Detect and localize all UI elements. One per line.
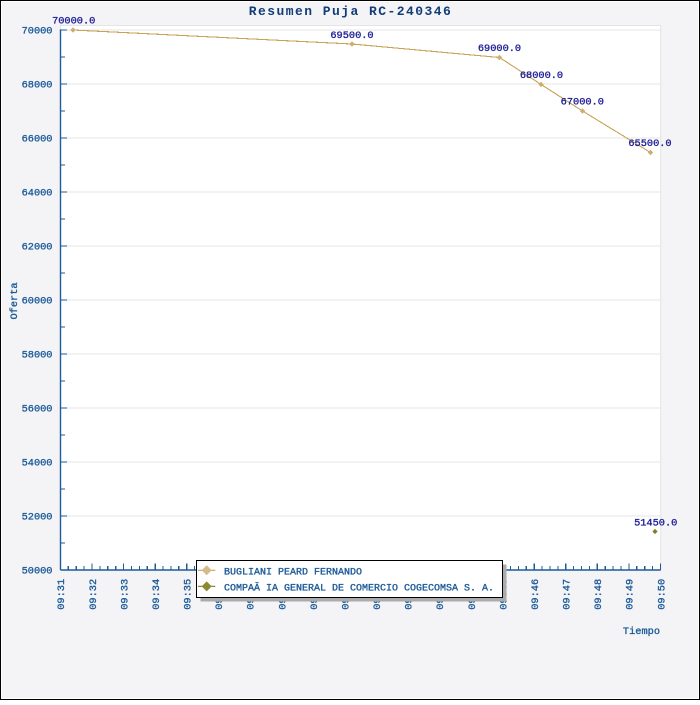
svg-text:68000: 68000 xyxy=(22,80,53,92)
svg-text:69000.0: 69000.0 xyxy=(478,43,521,55)
svg-text:50000: 50000 xyxy=(22,566,53,578)
svg-text:09:32: 09:32 xyxy=(88,579,100,610)
svg-text:09:31: 09:31 xyxy=(56,579,68,610)
svg-text:62000: 62000 xyxy=(22,242,53,254)
svg-text:66000: 66000 xyxy=(22,134,53,146)
svg-text:58000: 58000 xyxy=(22,350,53,362)
svg-text:09:35: 09:35 xyxy=(183,579,195,610)
svg-text:09:34: 09:34 xyxy=(151,579,163,610)
svg-text:64000: 64000 xyxy=(22,188,53,200)
svg-text:Oferta: Oferta xyxy=(9,282,21,319)
svg-text:09:33: 09:33 xyxy=(119,579,131,610)
svg-text:Tiempo: Tiempo xyxy=(623,626,660,638)
svg-text:09:49: 09:49 xyxy=(625,579,637,610)
svg-text:54000: 54000 xyxy=(22,458,53,470)
svg-text:68000.0: 68000.0 xyxy=(520,70,563,82)
svg-text:56000: 56000 xyxy=(22,404,53,416)
svg-text:70000: 70000 xyxy=(22,26,53,38)
svg-text:COMPAĂ IA GENERAL DE COMERCIO: COMPAĂ IA GENERAL DE COMERCIO COGECOMSA … xyxy=(224,580,494,594)
svg-text:09:50: 09:50 xyxy=(656,579,668,610)
svg-text:Resumen Puja RC-240346: Resumen Puja RC-240346 xyxy=(249,4,453,19)
svg-text:65500.0: 65500.0 xyxy=(628,138,671,150)
svg-text:60000: 60000 xyxy=(22,296,53,308)
svg-text:51450.0: 51450.0 xyxy=(634,518,677,530)
svg-text:09:47: 09:47 xyxy=(562,579,574,610)
svg-text:67000.0: 67000.0 xyxy=(561,97,604,109)
svg-text:70000.0: 70000.0 xyxy=(52,16,95,28)
svg-text:BUGLIANI PEARD FERNANDO: BUGLIANI PEARD FERNANDO xyxy=(224,568,362,579)
svg-text:09:48: 09:48 xyxy=(593,579,605,610)
svg-text:69500.0: 69500.0 xyxy=(330,30,373,42)
svg-text:52000: 52000 xyxy=(22,512,53,524)
svg-text:09:46: 09:46 xyxy=(530,579,542,610)
